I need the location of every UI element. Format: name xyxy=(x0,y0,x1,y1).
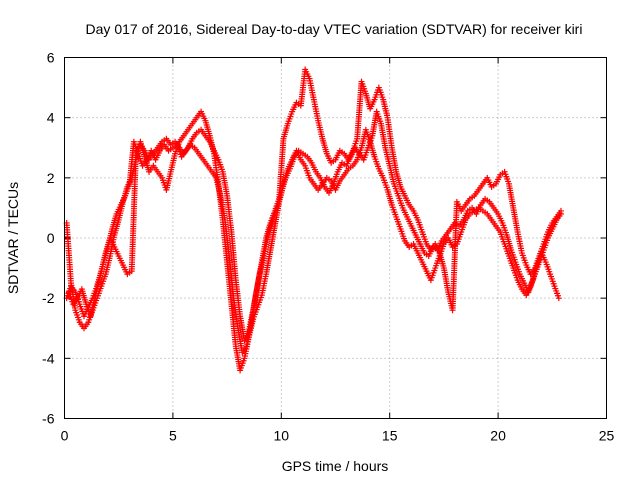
x-axis-label: GPS time / hours xyxy=(282,458,389,474)
x-tick-label: 0 xyxy=(61,428,69,444)
chart-title: Day 017 of 2016, Sidereal Day-to-day VTE… xyxy=(86,21,583,37)
data-point xyxy=(557,207,564,214)
y-tick-label: 2 xyxy=(47,170,55,186)
plot-frame xyxy=(64,57,607,419)
y-tick-label: -2 xyxy=(42,290,55,306)
data-point xyxy=(555,295,562,302)
y-tick-label: 4 xyxy=(47,110,55,126)
y-tick-label: -6 xyxy=(42,411,55,427)
x-tick-label: 20 xyxy=(490,428,506,444)
x-tick-label: 15 xyxy=(382,428,398,444)
y-tick-label: 0 xyxy=(47,230,55,246)
y-axis-label: SDTVAR / TECUs xyxy=(5,182,21,294)
grid-lines xyxy=(64,57,607,419)
x-tick-label: 10 xyxy=(274,428,290,444)
data-points xyxy=(63,66,564,374)
tick-labels: 0 5 10 15 20 25 -6 -4 -2 0 2 4 6 xyxy=(42,50,614,444)
x-tick-label: 25 xyxy=(599,428,615,444)
y-tick-label: -4 xyxy=(42,350,55,366)
y-tick-label: 6 xyxy=(47,50,55,66)
x-tick-label: 5 xyxy=(169,428,177,444)
